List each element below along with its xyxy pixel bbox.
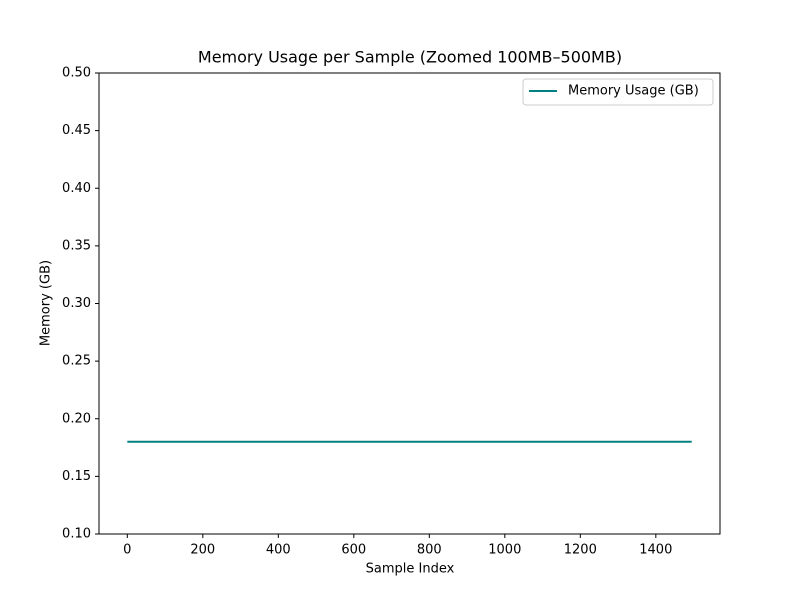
x-tick-label: 200 (190, 543, 215, 558)
legend-box (522, 78, 714, 106)
legend-label: Memory Usage (GB) (568, 84, 699, 99)
y-tick-label: 0.20 (62, 411, 91, 426)
x-tick-label: 1000 (488, 543, 521, 558)
y-tick-label: 0.15 (62, 469, 91, 484)
x-tick-label: 600 (341, 543, 366, 558)
x-tick-label: 1200 (564, 543, 597, 558)
plot-frame (98, 72, 721, 535)
x-tick-label: 0 (123, 543, 131, 558)
x-tick-label: 400 (266, 543, 291, 558)
x-axis-label: Sample Index (366, 562, 455, 577)
y-tick-label: 0.25 (62, 354, 91, 369)
x-tick-label: 1400 (639, 543, 672, 558)
y-axis-label: Memory (GB) (39, 260, 54, 346)
x-tick-label: 800 (417, 543, 442, 558)
y-tick-label: 0.50 (62, 66, 91, 81)
y-tick-label: 0.45 (62, 123, 91, 138)
y-tick-label: 0.30 (62, 296, 91, 311)
y-tick-label: 0.35 (62, 238, 91, 253)
y-tick-label: 0.40 (62, 181, 91, 196)
y-tick-label: 0.10 (62, 527, 91, 542)
chart-title: Memory Usage per Sample (Zoomed 100MB–50… (198, 48, 622, 67)
